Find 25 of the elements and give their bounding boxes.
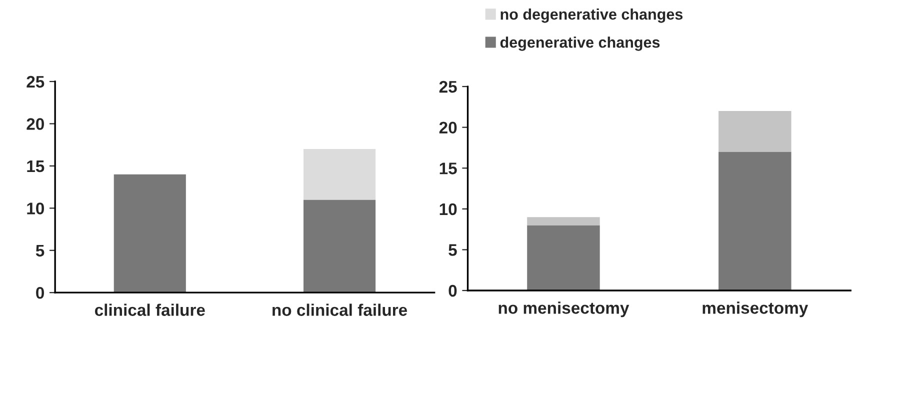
bar: [718, 152, 792, 291]
bar: [527, 217, 600, 226]
legend-label: no degenerative changes: [500, 8, 683, 23]
x-tick-label: menisectomy: [702, 302, 808, 318]
x-tick-label: no menisectomy: [498, 302, 630, 318]
y-tick-label: 25: [439, 80, 457, 93]
y-tick-label: 20: [26, 118, 44, 130]
bar: [718, 111, 792, 152]
y-tick-label: 5: [448, 244, 457, 256]
y-tick-label: 0: [36, 287, 44, 299]
x-tick-label: clinical failure: [94, 304, 205, 316]
y-tick-label: 15: [27, 160, 44, 172]
y-tick-label: 15: [440, 162, 457, 174]
y-tick-label: 10: [27, 202, 44, 214]
legend-label: degenerative changes: [500, 36, 660, 51]
x-tick-label: no clinical failure: [272, 304, 408, 316]
bar: [527, 225, 600, 291]
y-tick-label: 0: [448, 284, 457, 297]
y-tick-label: 25: [26, 76, 44, 88]
y-tick-label: 20: [439, 122, 457, 134]
bar: [304, 200, 376, 293]
bar: [114, 174, 186, 293]
bar: [304, 149, 376, 200]
y-tick-label: 10: [440, 203, 457, 216]
y-tick-label: 5: [36, 244, 44, 257]
